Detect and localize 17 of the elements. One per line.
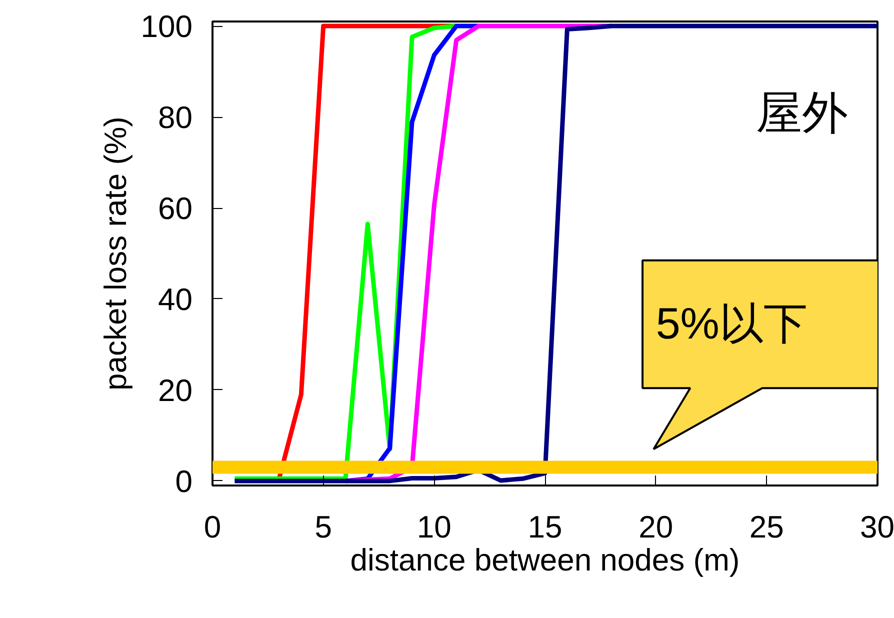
y-tick-label: 0	[175, 464, 193, 499]
ref-line-label: 5%以下	[656, 300, 808, 349]
x-tick-label: 20	[638, 510, 674, 544]
x-axis-title: distance between nodes (m)	[350, 542, 740, 578]
y-tick-label: 100	[140, 9, 193, 44]
y-tick-label: 80	[158, 100, 193, 136]
x-tick-label: 15	[528, 510, 562, 544]
x-tick-label: 30	[860, 510, 894, 544]
x-tick-label: 0	[204, 510, 222, 544]
y-tick-label: 60	[158, 191, 193, 226]
x-tick-label: 5	[314, 510, 332, 544]
y-axis-title: packet loss rate (%)	[98, 116, 133, 390]
annotation: 屋外	[756, 86, 848, 138]
y-tick-label: 20	[158, 372, 193, 408]
x-tick-label: 10	[416, 510, 452, 544]
y-tick-label: 40	[158, 282, 193, 317]
x-tick-label: 25	[749, 510, 784, 544]
